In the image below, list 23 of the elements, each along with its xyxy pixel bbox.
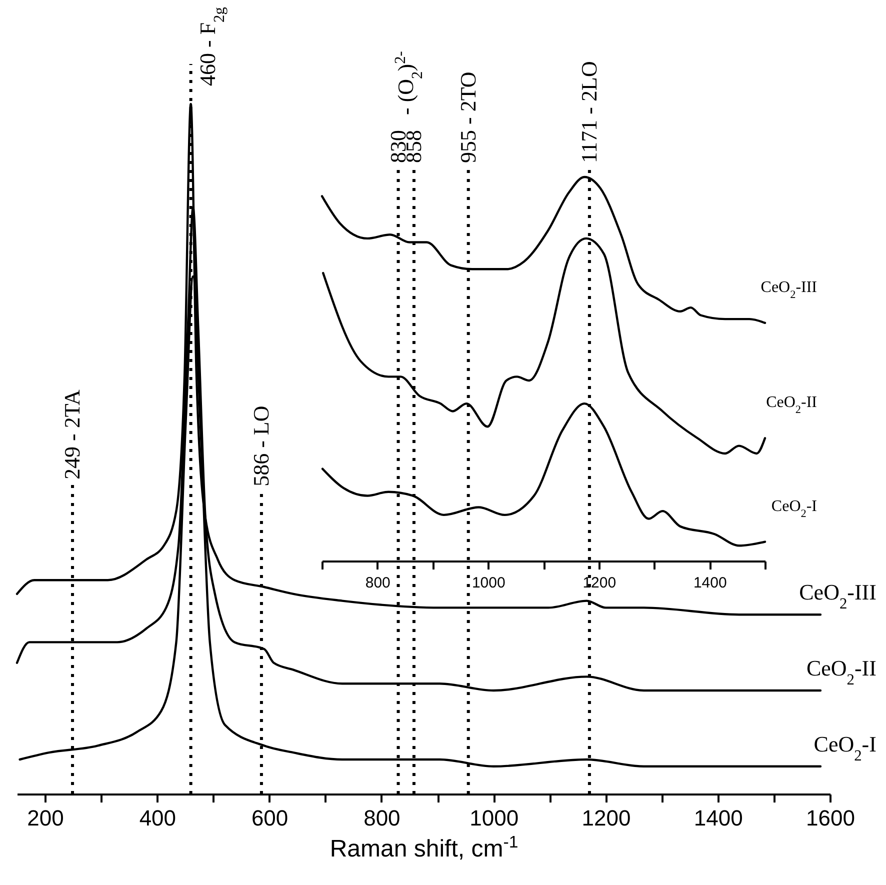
ref-line-label: 1171 - 2LO [576,61,602,163]
x-tick-label: 600 [251,806,288,830]
x-tick-label: 1400 [694,806,743,830]
ref-line-label: 955 - 2TO [455,72,480,163]
series-label: CeO$_{2}$-III [760,278,817,301]
ref-line-label: 249 - 2TA [60,389,85,480]
x-tick-label: 400 [139,806,176,830]
x-tick-label: 200 [27,806,64,830]
x-tick-label: 1200 [582,806,631,830]
series-label: CeO$_{2}$-II [806,656,876,688]
x-tick-label: 1000 [470,806,519,830]
series-label: CeO$_{2}$-I [771,498,817,520]
x-tick-label: 1200 [582,574,616,592]
x-tick-label: 800 [365,574,390,592]
x-tick-label: 800 [364,806,400,830]
series-label: CeO$_{2}$-III [799,580,876,612]
x-tick-label: 1000 [472,574,506,592]
x-tick-label: 1400 [693,574,727,592]
series-label: CeO$_{2}$-I [814,731,876,764]
x-axis-title: Raman shift, cm$^{-1}$ [330,832,518,862]
x-tick-label: 1600 [806,806,855,830]
series-label: CeO$_{2}$-II [766,394,817,416]
ref-line-label: 586 - LO [248,406,274,486]
